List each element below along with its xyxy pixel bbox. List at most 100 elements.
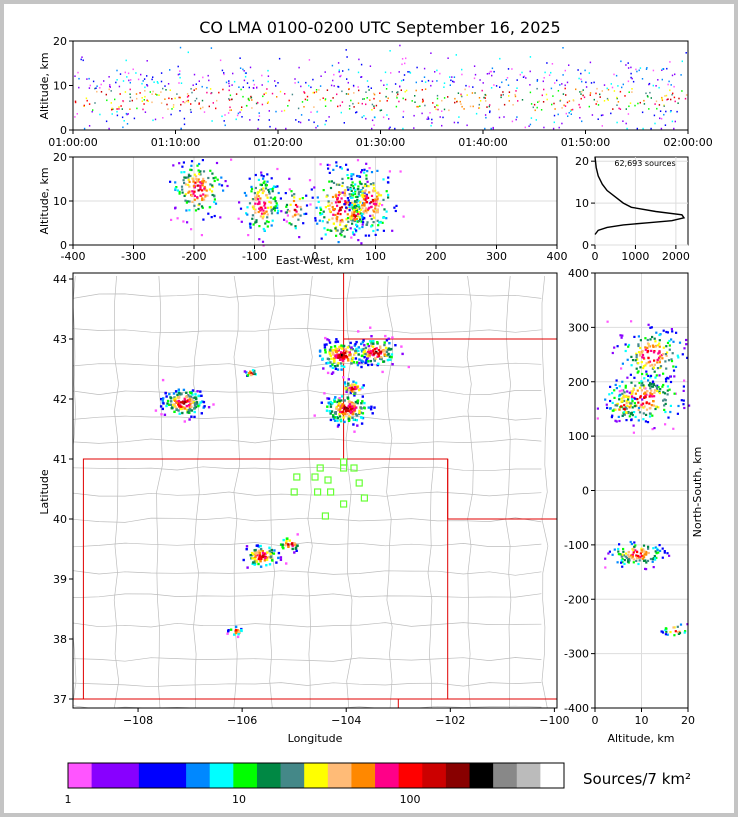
time-source <box>230 109 232 111</box>
time-source <box>169 69 171 71</box>
map-source <box>188 418 191 421</box>
map-source <box>259 544 262 548</box>
ew-source <box>350 184 353 187</box>
ns-source <box>661 547 664 550</box>
map-source <box>363 401 366 405</box>
map-source <box>338 399 341 403</box>
ns-source <box>670 358 673 361</box>
ew-source <box>270 224 273 227</box>
map-source <box>164 392 167 395</box>
map-source <box>337 408 340 411</box>
time-source <box>559 100 561 102</box>
northsouth-ylabel: North-South, km <box>691 447 704 538</box>
ew-source <box>294 225 297 228</box>
map-source <box>338 412 341 416</box>
ns-source <box>678 630 681 633</box>
map-source <box>202 406 205 409</box>
time-source <box>385 88 388 90</box>
time-source <box>242 86 244 88</box>
county-line <box>345 275 353 708</box>
ew-source <box>355 201 358 204</box>
ew-source <box>286 208 289 212</box>
time-source <box>466 94 468 96</box>
time-source <box>408 71 411 73</box>
time-source <box>195 88 197 90</box>
map-source <box>328 410 331 413</box>
time-source <box>669 61 671 63</box>
time-source <box>655 100 658 103</box>
time-source <box>626 127 628 130</box>
ns-source <box>611 392 614 395</box>
time-source <box>405 89 408 92</box>
time-source <box>562 74 564 76</box>
ew-source <box>336 197 339 200</box>
time-source <box>398 71 400 73</box>
map-source <box>338 397 341 400</box>
time-source <box>421 89 423 91</box>
county-line <box>268 275 276 708</box>
ns-source <box>652 400 655 403</box>
ns-source <box>650 389 653 392</box>
colorbar-cell <box>91 763 116 788</box>
ns-source <box>639 396 642 399</box>
ns-source <box>656 547 659 550</box>
county-line <box>73 362 542 368</box>
lat-tick-label: 38 <box>53 633 67 646</box>
ew-source <box>356 225 359 228</box>
ew-source <box>254 221 257 224</box>
ew-source <box>219 216 222 219</box>
time-source <box>471 92 474 94</box>
map-source <box>407 365 410 369</box>
map-source <box>251 557 254 560</box>
time-source <box>659 110 662 112</box>
ns-source <box>632 558 635 561</box>
ew-source <box>289 203 292 206</box>
time-source <box>135 72 137 74</box>
ns-source <box>625 419 628 422</box>
map-source <box>268 546 271 549</box>
ew-source <box>302 222 305 225</box>
time-source <box>313 91 315 94</box>
time-source <box>525 77 527 79</box>
ns-source <box>682 399 685 402</box>
time-source <box>460 94 462 97</box>
time-source <box>178 82 180 84</box>
ew-source <box>212 177 215 180</box>
ns-source <box>662 353 665 356</box>
ns-source <box>670 328 673 331</box>
map-source <box>353 405 356 408</box>
ew-source <box>188 180 191 183</box>
time-source <box>382 116 385 119</box>
ew-source <box>363 204 366 207</box>
time-source <box>628 91 630 93</box>
map-source <box>380 357 383 361</box>
ew-source <box>216 178 219 181</box>
ns-source <box>653 359 656 362</box>
ew-source <box>347 200 350 204</box>
time-source <box>140 73 142 76</box>
ew-source <box>353 205 356 208</box>
map-source <box>344 387 347 390</box>
ns-source <box>659 355 662 358</box>
time-source <box>166 103 168 106</box>
northsouth-xlabel: Altitude, km <box>607 732 674 745</box>
time-source <box>371 103 374 106</box>
time-source <box>308 84 310 87</box>
map-source <box>355 347 358 351</box>
ew-source <box>331 195 335 199</box>
ns-source <box>625 556 628 559</box>
map-source <box>296 533 299 536</box>
time-source <box>347 68 350 71</box>
ew-source <box>338 191 341 194</box>
map-source <box>329 405 333 408</box>
map-source <box>293 542 296 545</box>
map-source <box>372 342 375 345</box>
ew-source <box>354 188 357 191</box>
time-source <box>331 64 334 67</box>
map-source <box>256 551 259 554</box>
time-source <box>149 91 151 93</box>
time-source <box>100 83 102 86</box>
ew-source <box>253 205 256 208</box>
ns-source <box>661 385 664 388</box>
time-source <box>198 103 200 105</box>
